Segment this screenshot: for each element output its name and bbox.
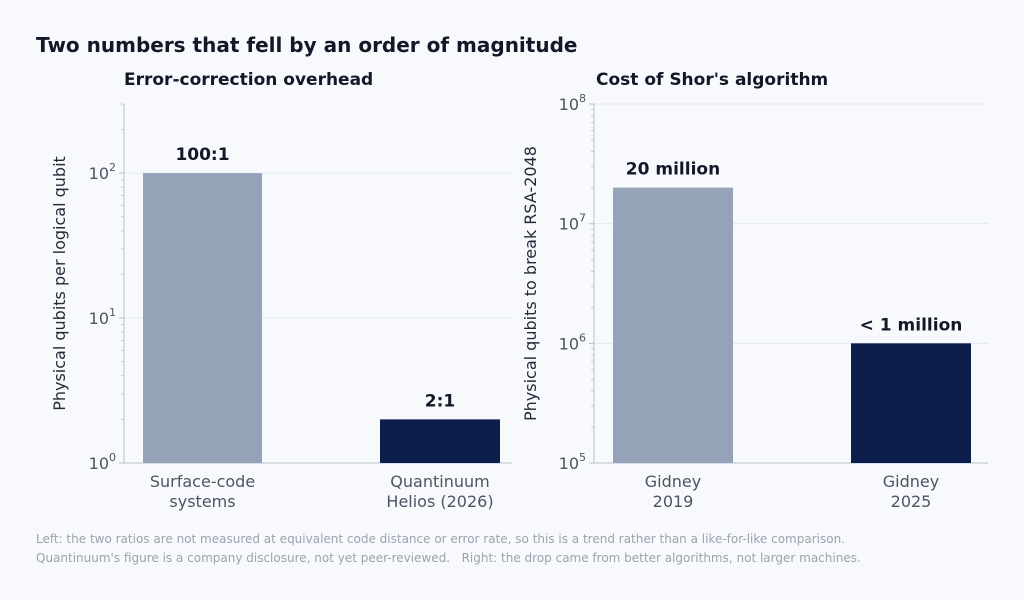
y-tick-label: 102 [89, 161, 116, 183]
x-tick-label: 2019 [653, 492, 694, 511]
x-tick-label: 2025 [891, 492, 932, 511]
y-tick-label: 106 [559, 331, 586, 353]
y-axis-label: Physical qubits per logical qubit [50, 156, 69, 411]
y-tick-label: 107 [559, 212, 586, 234]
x-tick-label: Gidney [645, 472, 701, 491]
y-tick-label: 105 [559, 451, 586, 473]
data-label: 100:1 [175, 145, 229, 165]
footnote-line-2: Quantinuum's figure is a company disclos… [36, 551, 861, 565]
panel-error-correction: Error-correction overhead 100 101 102 Physic… [50, 70, 512, 511]
bar [851, 343, 971, 463]
y-tick-label: 101 [89, 306, 116, 328]
data-label: < 1 million [860, 315, 963, 335]
panel-title: Cost of Shor's algorithm [596, 70, 828, 90]
panel-shor-cost: Cost of Shor's algorithm 105 106 107 108 Phys… [521, 70, 988, 511]
bar [143, 173, 262, 464]
bar [613, 187, 733, 463]
footnote-line-1: Left: the two ratios are not measured at… [36, 532, 845, 546]
footnote: Left: the two ratios are not measured at… [36, 530, 996, 568]
x-tick-label: Quantinuum [390, 472, 489, 491]
x-tick-label: Helios (2026) [386, 492, 493, 511]
bar [380, 419, 500, 463]
figure-title: Two numbers that fell by an order of mag… [36, 33, 577, 57]
x-tick-label: Gidney [883, 472, 939, 491]
x-tick-label: systems [169, 492, 235, 511]
panel-title: Error-correction overhead [124, 70, 373, 90]
y-axis-label: Physical qubits to break RSA-2048 [521, 146, 540, 421]
x-tick-label: Surface-code [150, 472, 255, 491]
y-tick-label: 100 [89, 451, 116, 473]
y-tick-label: 108 [559, 92, 586, 114]
data-label: 2:1 [425, 391, 455, 411]
data-label: 20 million [626, 160, 720, 180]
